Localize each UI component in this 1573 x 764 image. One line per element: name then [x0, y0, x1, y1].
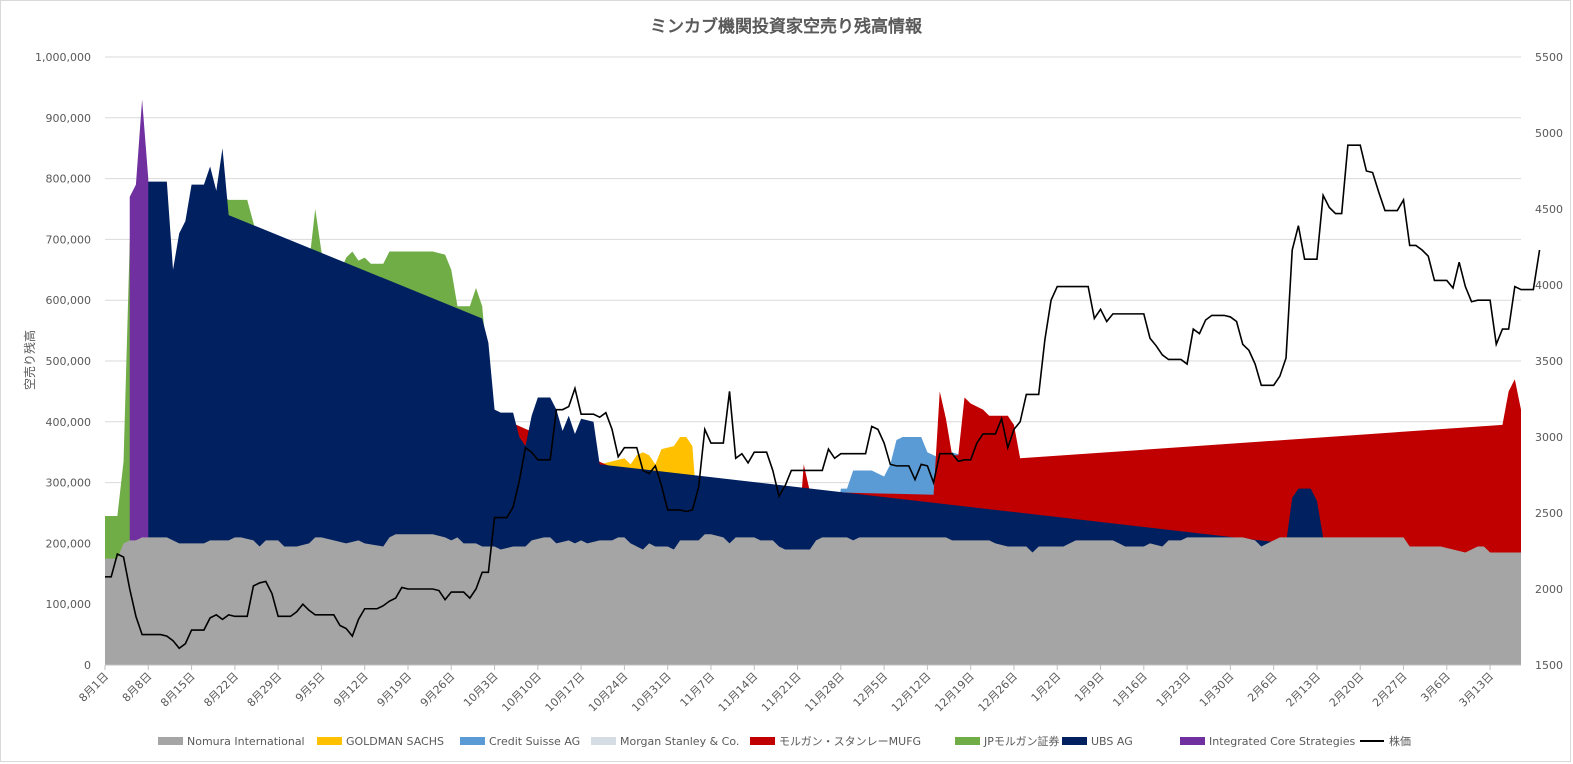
legend: Nomura International GOLDMAN SACHS Credit … — [158, 734, 1411, 748]
x-tick-label: 8月1日 — [76, 670, 111, 705]
price-line — [105, 144, 1541, 650]
legend-swatch — [1180, 737, 1205, 745]
x-tick-label: 10月31日 — [629, 670, 674, 715]
y-tick-label: 100,000 — [46, 598, 92, 611]
legend-swatch — [955, 737, 980, 745]
x-tick-label: 1月9日 — [1072, 670, 1107, 705]
x-tick-label: 1月23日 — [1154, 670, 1194, 710]
area-series — [105, 99, 1522, 665]
x-tick-label: 10月17日 — [543, 670, 588, 715]
legend-label: Nomura International — [187, 735, 305, 748]
x-tick-label: 10月24日 — [586, 670, 631, 715]
x-tick-label: 9月19日 — [375, 670, 415, 710]
x-tick-label: 11月28日 — [802, 670, 847, 715]
legend-label: UBS AG — [1091, 735, 1133, 748]
x-tick-label: 1月16日 — [1110, 670, 1150, 710]
y-tick-label: 800,000 — [46, 173, 92, 186]
x-tick-label: 10月10日 — [499, 670, 544, 715]
y-tick-label: 0 — [84, 659, 91, 672]
legend-label: Integrated Core Strategies — [1209, 735, 1356, 748]
x-tick-label: 2月20日 — [1327, 670, 1367, 710]
legend-label: モルガン・スタンレーMUFG — [779, 735, 921, 748]
legend-swatch — [317, 737, 342, 745]
legend-swatch — [1062, 737, 1087, 745]
x-tick-label: 8月15日 — [158, 670, 198, 710]
legend-label: Credit Suisse AG — [489, 735, 580, 748]
y-tick-label: 1,000,000 — [35, 51, 91, 64]
y2-tick-label: 1500 — [1535, 659, 1563, 672]
x-tick-label: 12月12日 — [889, 670, 934, 715]
x-tick-label: 9月12日 — [331, 670, 371, 710]
area-series-base — [105, 534, 1521, 665]
x-tick-label: 8月29日 — [245, 670, 285, 710]
x-tick-label: 2月13日 — [1283, 670, 1323, 710]
x-tick-label: 11月7日 — [677, 670, 717, 710]
y2-tick-label: 5000 — [1535, 127, 1563, 140]
y2-tick-label: 2000 — [1535, 583, 1563, 596]
x-tick-label: 10月3日 — [461, 670, 501, 710]
x-tick-label: 8月8日 — [120, 670, 155, 705]
y-tick-label: 400,000 — [46, 416, 92, 429]
legend-swatch — [750, 737, 775, 745]
y2-tick-label: 5500 — [1535, 51, 1563, 64]
legend-swatch — [158, 737, 183, 745]
price-line-path — [105, 144, 1541, 650]
legend-label: 株価 — [1389, 734, 1411, 748]
y-axis-label: 空売り残高 — [22, 330, 37, 390]
y-tick-label: 700,000 — [46, 233, 92, 246]
legend-label: Morgan Stanley & Co. — [620, 735, 739, 748]
y-tick-label: 500,000 — [46, 355, 92, 368]
legend-label: GOLDMAN SACHS — [346, 735, 444, 748]
legend-swatch — [460, 737, 485, 745]
y2-tick-label: 4000 — [1535, 279, 1563, 292]
y2-tick-label: 2500 — [1535, 507, 1563, 520]
x-tick-label: 2月6日 — [1245, 670, 1280, 705]
area-series-mark — [129, 99, 149, 665]
x-tick-label: 9月5日 — [293, 670, 328, 705]
x-tick-label: 12月26日 — [976, 670, 1021, 715]
y-tick-label: 900,000 — [46, 112, 92, 125]
y-tick-label: 300,000 — [46, 477, 92, 490]
legend-swatch — [591, 737, 616, 745]
y-tick-label: 200,000 — [46, 537, 92, 550]
x-tick-label: 11月14日 — [716, 670, 761, 715]
x-tick-label: 1月30日 — [1197, 670, 1237, 710]
x-tick-label: 11月21日 — [759, 670, 804, 715]
x-tick-label: 8月22日 — [201, 670, 241, 710]
x-tick-label: 3月6日 — [1418, 670, 1453, 705]
x-tick-label: 9月26日 — [418, 670, 458, 710]
chart-title: ミンカブ機関投資家空売り残高情報 — [650, 16, 923, 37]
x-tick-label: 2月27日 — [1370, 670, 1410, 710]
x-tick-label: 12月5日 — [851, 670, 891, 710]
x-tick-label: 1月2日 — [1029, 670, 1064, 705]
y2-tick-label: 4500 — [1535, 203, 1563, 216]
x-tick-label: 12月19日 — [932, 670, 977, 715]
y2-tick-label: 3500 — [1535, 355, 1563, 368]
y2-tick-label: 3000 — [1535, 431, 1563, 444]
x-tick-label: 3月13日 — [1457, 670, 1497, 710]
legend-label: JPモルガン証券 — [983, 734, 1060, 748]
y-tick-label: 600,000 — [46, 294, 92, 307]
